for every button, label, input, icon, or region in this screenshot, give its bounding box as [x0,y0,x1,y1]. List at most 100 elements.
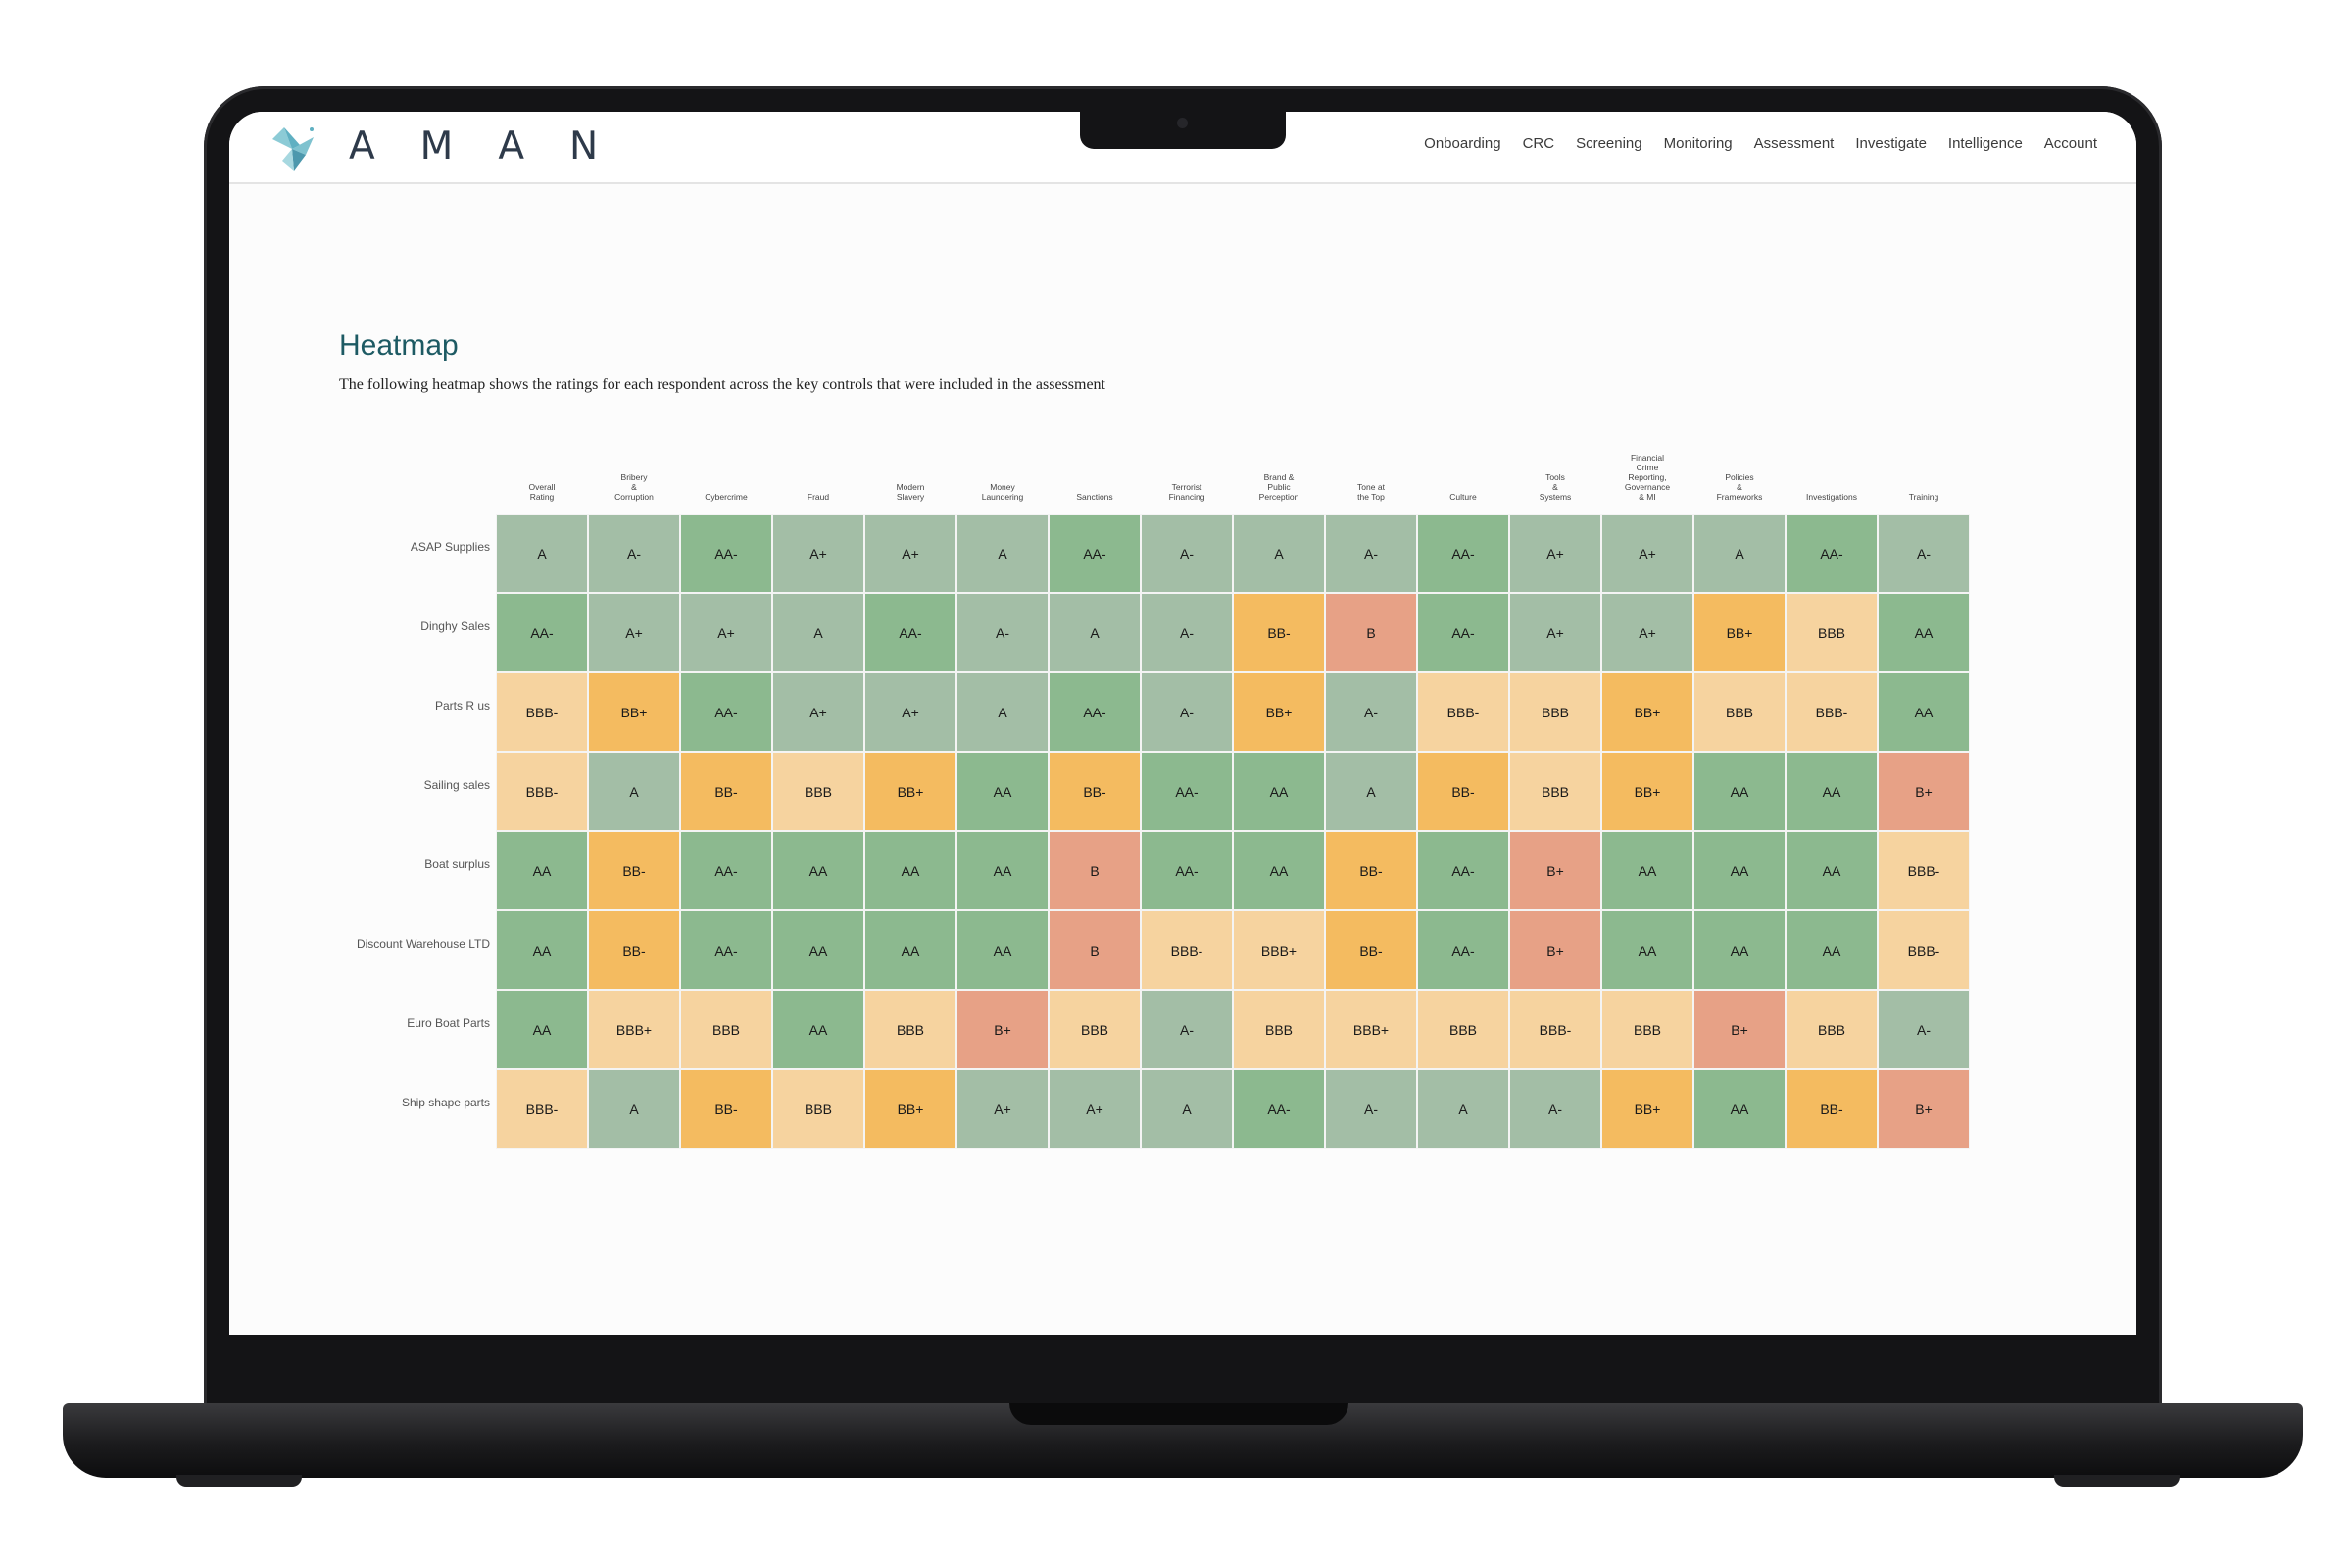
heatmap-cell[interactable]: BBB- [1878,831,1970,910]
heatmap-cell[interactable]: AA [1786,752,1878,831]
heatmap-cell[interactable]: A [1141,1069,1233,1149]
heatmap-cell[interactable]: B+ [1878,1069,1970,1149]
heatmap-cell[interactable]: A+ [680,593,772,672]
nav-onboarding[interactable]: Onboarding [1424,135,1501,152]
heatmap-cell[interactable]: A- [1878,514,1970,593]
heatmap-cell[interactable]: AA [956,831,1049,910]
heatmap-cell[interactable]: AA [1233,752,1325,831]
heatmap-cell[interactable]: BBB [1786,593,1878,672]
heatmap-cell[interactable]: B+ [1693,990,1786,1069]
heatmap-cell[interactable]: AA- [1141,752,1233,831]
heatmap-cell[interactable]: A+ [1049,1069,1141,1149]
heatmap-cell[interactable]: A+ [1509,514,1601,593]
heatmap-cell[interactable]: A+ [1509,593,1601,672]
heatmap-cell[interactable]: AA [956,910,1049,990]
heatmap-cell[interactable]: A+ [588,593,680,672]
heatmap-cell[interactable]: A+ [772,672,864,752]
heatmap-cell[interactable]: BBB- [1509,990,1601,1069]
heatmap-cell[interactable]: A+ [864,672,956,752]
heatmap-cell[interactable]: AA [1786,910,1878,990]
heatmap-cell[interactable]: A- [1509,1069,1601,1149]
heatmap-cell[interactable]: BBB+ [1325,990,1417,1069]
heatmap-cell[interactable]: AA- [1049,514,1141,593]
heatmap-cell[interactable]: AA- [680,514,772,593]
nav-intelligence[interactable]: Intelligence [1947,135,2023,152]
heatmap-cell[interactable]: AA [1693,752,1786,831]
heatmap-cell[interactable]: BB+ [1601,752,1693,831]
heatmap-cell[interactable]: A [496,514,588,593]
heatmap-cell[interactable]: A [956,672,1049,752]
heatmap-cell[interactable]: BBB [1601,990,1693,1069]
heatmap-cell[interactable]: BB- [1049,752,1141,831]
heatmap-cell[interactable]: AA- [1141,831,1233,910]
heatmap-cell[interactable]: A- [1325,514,1417,593]
heatmap-cell[interactable]: BBB [1786,990,1878,1069]
heatmap-cell[interactable]: BB+ [588,672,680,752]
heatmap-cell[interactable]: BBB- [1417,672,1509,752]
heatmap-cell[interactable]: B [1049,910,1141,990]
heatmap-cell[interactable]: BB+ [1601,672,1693,752]
heatmap-cell[interactable]: A- [1141,990,1233,1069]
heatmap-cell[interactable]: A+ [772,514,864,593]
heatmap-cell[interactable]: A- [1878,990,1970,1069]
heatmap-cell[interactable]: AA [1693,910,1786,990]
heatmap-cell[interactable]: AA- [1417,514,1509,593]
heatmap-cell[interactable]: AA- [1417,593,1509,672]
nav-assessment[interactable]: Assessment [1753,135,1835,152]
brand-name[interactable]: AMAN [349,124,644,169]
heatmap-cell[interactable]: AA [956,752,1049,831]
heatmap-cell[interactable]: AA- [1786,514,1878,593]
heatmap-cell[interactable]: BBB [772,752,864,831]
heatmap-cell[interactable]: AA- [1233,1069,1325,1149]
heatmap-cell[interactable]: B+ [1878,752,1970,831]
heatmap-cell[interactable]: BB+ [1233,672,1325,752]
heatmap-cell[interactable]: AA [772,831,864,910]
heatmap-cell[interactable]: AA [496,990,588,1069]
heatmap-cell[interactable]: A [1233,514,1325,593]
heatmap-cell[interactable]: AA [1693,831,1786,910]
heatmap-cell[interactable]: A+ [1601,514,1693,593]
heatmap-cell[interactable]: A- [1141,593,1233,672]
heatmap-cell[interactable]: BBB- [1878,910,1970,990]
heatmap-cell[interactable]: A- [1325,1069,1417,1149]
heatmap-cell[interactable]: BB+ [1601,1069,1693,1149]
heatmap-cell[interactable]: BBB [1233,990,1325,1069]
heatmap-cell[interactable]: A [1693,514,1786,593]
heatmap-cell[interactable]: BB+ [864,752,956,831]
heatmap-cell[interactable]: BBB [1509,672,1601,752]
nav-account[interactable]: Account [2043,135,2097,152]
heatmap-cell[interactable]: AA [496,910,588,990]
heatmap-cell[interactable]: AA- [680,672,772,752]
heatmap-cell[interactable]: AA- [496,593,588,672]
heatmap-cell[interactable]: A+ [1601,593,1693,672]
heatmap-cell[interactable]: BBB+ [588,990,680,1069]
heatmap-cell[interactable]: AA- [1417,831,1509,910]
heatmap-cell[interactable]: BBB [1509,752,1601,831]
heatmap-cell[interactable]: A+ [956,1069,1049,1149]
heatmap-cell[interactable]: BBB [680,990,772,1069]
heatmap-cell[interactable]: B+ [1509,910,1601,990]
heatmap-cell[interactable]: BBB- [496,1069,588,1149]
heatmap-cell[interactable]: BB- [680,752,772,831]
nav-crc[interactable]: CRC [1522,135,1555,152]
nav-screening[interactable]: Screening [1576,135,1642,152]
heatmap-cell[interactable]: BBB [1049,990,1141,1069]
heatmap-cell[interactable]: BB- [1417,752,1509,831]
heatmap-cell[interactable]: BB- [1786,1069,1878,1149]
heatmap-cell[interactable]: BBB- [1786,672,1878,752]
heatmap-cell[interactable]: BBB [1693,672,1786,752]
heatmap-cell[interactable]: BBB+ [1233,910,1325,990]
heatmap-cell[interactable]: A [772,593,864,672]
heatmap-cell[interactable]: A- [1141,514,1233,593]
heatmap-cell[interactable]: A [1049,593,1141,672]
heatmap-cell[interactable]: BB- [1233,593,1325,672]
heatmap-cell[interactable]: BBB- [496,752,588,831]
heatmap-cell[interactable]: AA [1878,672,1970,752]
heatmap-cell[interactable]: BBB [772,1069,864,1149]
heatmap-cell[interactable]: AA [1693,1069,1786,1149]
heatmap-cell[interactable]: BBB [864,990,956,1069]
heatmap-cell[interactable]: BB+ [1693,593,1786,672]
heatmap-cell[interactable]: A- [1141,672,1233,752]
heatmap-cell[interactable]: A [1417,1069,1509,1149]
heatmap-cell[interactable]: BBB [1417,990,1509,1069]
